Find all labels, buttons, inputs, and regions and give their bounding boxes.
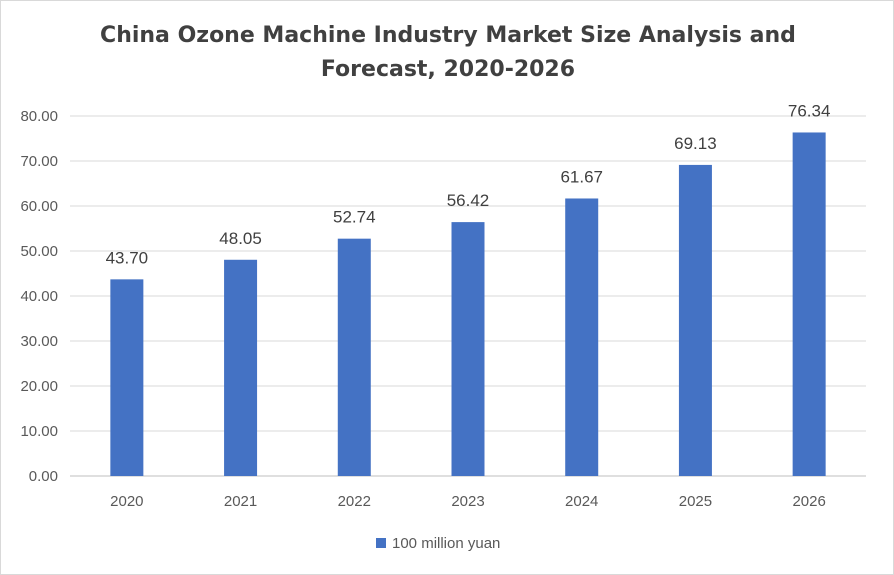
data-label: 69.13 bbox=[674, 134, 717, 153]
legend: 100 million yuan bbox=[376, 535, 500, 552]
x-tick-label: 2024 bbox=[565, 493, 598, 510]
data-label: 56.42 bbox=[447, 191, 490, 210]
data-label: 76.34 bbox=[788, 101, 831, 120]
y-tick-label: 50.00 bbox=[20, 243, 58, 260]
bar bbox=[678, 164, 712, 477]
y-tick-label: 40.00 bbox=[20, 288, 58, 305]
data-label: 52.74 bbox=[333, 208, 376, 227]
bars bbox=[110, 132, 826, 477]
data-label: 61.67 bbox=[560, 167, 603, 186]
x-tick-label: 2020 bbox=[110, 493, 143, 510]
x-tick-label: 2023 bbox=[451, 493, 484, 510]
y-tick-label: 20.00 bbox=[20, 378, 58, 395]
x-tick-label: 2025 bbox=[679, 493, 712, 510]
legend-swatch bbox=[376, 538, 386, 548]
bar bbox=[792, 132, 826, 476]
y-tick-label: 70.00 bbox=[20, 153, 58, 170]
y-tick-label: 10.00 bbox=[20, 423, 58, 440]
y-tick-label: 60.00 bbox=[20, 198, 58, 215]
x-tick-label: 2021 bbox=[224, 493, 257, 510]
bar bbox=[565, 198, 599, 477]
bar bbox=[337, 238, 371, 476]
legend-label: 100 million yuan bbox=[392, 535, 500, 552]
chart-title: China Ozone Machine Industry Market Size… bbox=[100, 23, 796, 82]
x-tick-label: 2022 bbox=[338, 493, 371, 510]
data-labels: 43.70 48.05 52.74 56.42 61.67 69.13 76.34 bbox=[106, 101, 831, 267]
y-tick-label: 80.00 bbox=[20, 108, 58, 125]
y-axis: 0.00 10.00 20.00 30.00 40.00 50.00 60.00 70.00 8… bbox=[20, 108, 58, 485]
bar bbox=[224, 259, 258, 476]
bar bbox=[451, 222, 485, 476]
x-tick-label: 2026 bbox=[792, 493, 825, 510]
data-label: 43.70 bbox=[106, 248, 149, 267]
bar bbox=[110, 279, 144, 476]
x-axis: 2020 2021 2022 2023 2024 2025 2026 bbox=[110, 493, 826, 510]
y-tick-label: 30.00 bbox=[20, 333, 58, 350]
data-label: 48.05 bbox=[219, 229, 262, 248]
y-tick-label: 0.00 bbox=[29, 468, 58, 485]
